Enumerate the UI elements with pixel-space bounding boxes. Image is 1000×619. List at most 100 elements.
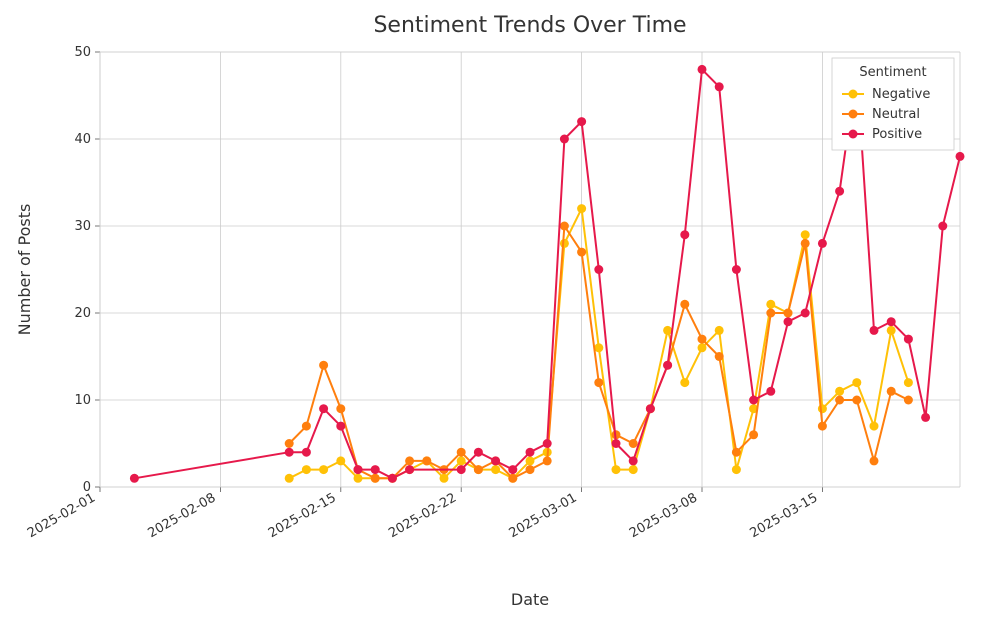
y-tick-label: 50 — [74, 45, 91, 60]
marker-neutral — [319, 361, 328, 370]
marker-positive — [956, 152, 965, 161]
marker-neutral — [784, 309, 793, 318]
marker-positive — [732, 265, 741, 274]
marker-negative — [336, 456, 345, 465]
marker-positive — [766, 387, 775, 396]
marker-negative — [302, 465, 311, 474]
marker-neutral — [766, 309, 775, 318]
marker-positive — [663, 361, 672, 370]
marker-negative — [715, 326, 724, 335]
marker-positive — [319, 404, 328, 413]
marker-positive — [285, 448, 294, 457]
marker-negative — [440, 474, 449, 483]
marker-positive — [371, 465, 380, 474]
marker-positive — [698, 65, 707, 74]
x-tick-label: 2025-02-15 — [266, 490, 339, 541]
marker-negative — [870, 422, 879, 431]
marker-neutral — [904, 396, 913, 405]
marker-neutral — [577, 248, 586, 257]
legend-swatch-marker — [849, 130, 858, 139]
marker-positive — [818, 239, 827, 248]
x-axis-label: Date — [511, 590, 549, 609]
marker-neutral — [715, 352, 724, 361]
marker-neutral — [336, 404, 345, 413]
marker-negative — [354, 474, 363, 483]
x-tick-label: 2025-03-01 — [507, 490, 580, 541]
marker-negative — [526, 456, 535, 465]
marker-negative — [801, 230, 810, 239]
marker-negative — [818, 404, 827, 413]
legend-swatch-marker — [849, 110, 858, 119]
marker-positive — [784, 317, 793, 326]
legend: Sentiment Negative Neutral Positive — [832, 58, 954, 150]
marker-neutral — [508, 474, 517, 483]
marker-neutral — [285, 439, 294, 448]
marker-negative — [629, 465, 638, 474]
marker-positive — [491, 456, 500, 465]
marker-positive — [474, 448, 483, 457]
legend-title: Sentiment — [859, 65, 926, 80]
x-tick-label: 2025-03-08 — [627, 490, 700, 541]
marker-negative — [663, 326, 672, 335]
x-tick-label: 2025-02-01 — [25, 490, 98, 541]
marker-neutral — [852, 396, 861, 405]
legend-label: Neutral — [872, 107, 920, 122]
marker-positive — [405, 465, 414, 474]
legend-label: Negative — [872, 87, 930, 102]
marker-positive — [646, 404, 655, 413]
marker-positive — [904, 335, 913, 344]
marker-positive — [577, 117, 586, 126]
marker-neutral — [698, 335, 707, 344]
marker-neutral — [870, 456, 879, 465]
chart-title: Sentiment Trends Over Time — [373, 13, 686, 38]
marker-negative — [835, 387, 844, 396]
y-axis-label: Number of Posts — [15, 204, 34, 336]
marker-neutral — [801, 239, 810, 248]
marker-negative — [285, 474, 294, 483]
marker-negative — [560, 239, 569, 248]
marker-negative — [732, 465, 741, 474]
marker-positive — [130, 474, 139, 483]
marker-positive — [543, 439, 552, 448]
marker-neutral — [835, 396, 844, 405]
x-tick-label: 2025-02-22 — [386, 490, 459, 541]
marker-neutral — [629, 439, 638, 448]
marker-positive — [801, 309, 810, 318]
marker-positive — [715, 82, 724, 91]
marker-negative — [887, 326, 896, 335]
marker-neutral — [749, 430, 758, 439]
marker-negative — [457, 456, 466, 465]
x-tick-label: 2025-03-15 — [747, 490, 820, 541]
marker-neutral — [680, 300, 689, 309]
marker-positive — [336, 422, 345, 431]
marker-neutral — [560, 222, 569, 231]
marker-negative — [698, 343, 707, 352]
marker-positive — [354, 465, 363, 474]
sentiment-chart: 010203040502025-02-012025-02-082025-02-1… — [0, 0, 1000, 619]
marker-neutral — [405, 456, 414, 465]
legend-label: Positive — [872, 127, 922, 142]
marker-negative — [680, 378, 689, 387]
marker-neutral — [371, 474, 380, 483]
marker-positive — [938, 222, 947, 231]
marker-positive — [560, 135, 569, 144]
marker-negative — [612, 465, 621, 474]
marker-positive — [594, 265, 603, 274]
marker-negative — [491, 465, 500, 474]
marker-positive — [921, 413, 930, 422]
x-tick-label: 2025-02-08 — [145, 490, 218, 541]
marker-positive — [457, 465, 466, 474]
y-tick-label: 40 — [74, 132, 91, 147]
marker-positive — [887, 317, 896, 326]
marker-neutral — [302, 422, 311, 431]
marker-positive — [526, 448, 535, 457]
marker-negative — [319, 465, 328, 474]
marker-neutral — [526, 465, 535, 474]
marker-neutral — [422, 456, 431, 465]
marker-positive — [508, 465, 517, 474]
y-tick-label: 10 — [74, 393, 91, 408]
marker-positive — [612, 439, 621, 448]
marker-neutral — [887, 387, 896, 396]
marker-positive — [629, 456, 638, 465]
chart-container: 010203040502025-02-012025-02-082025-02-1… — [0, 0, 1000, 619]
